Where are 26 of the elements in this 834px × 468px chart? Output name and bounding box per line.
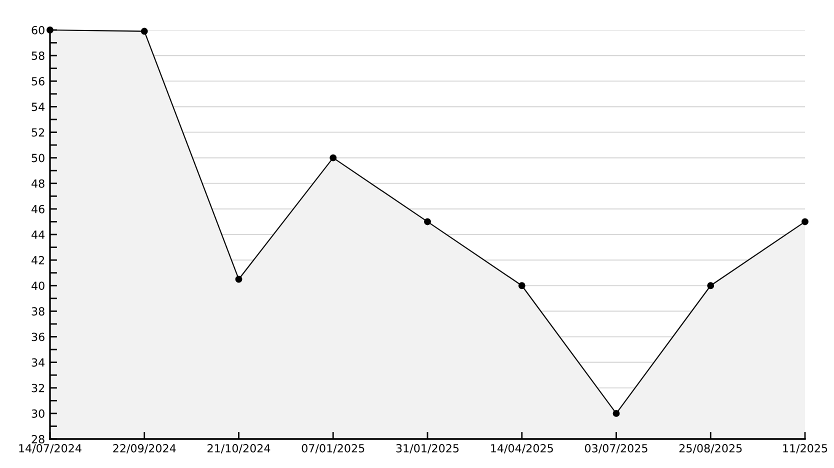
x-tick-label: 03/07/2025 — [584, 444, 648, 454]
y-tick-label: 46 — [32, 204, 44, 214]
x-tick-label: 11/2025 — [783, 444, 828, 454]
x-tick-label: 31/01/2025 — [396, 444, 459, 454]
x-tick-label: 14/04/2025 — [491, 444, 553, 454]
y-tick-label: 28 — [32, 434, 44, 444]
x-tick-label: 22/09/2024 — [113, 444, 176, 454]
x-tick-label: 25/08/2025 — [679, 444, 742, 454]
y-tick-label: 42 — [32, 256, 44, 264]
y-tick-label: 48 — [32, 179, 44, 188]
y-tick-label: 60 — [32, 26, 44, 34]
y-tick-label: 30 — [32, 409, 44, 418]
y-tick-label: 32 — [32, 384, 44, 392]
y-tick-label: 34 — [32, 358, 45, 367]
x-tick-label: 07/01/2025 — [302, 444, 364, 454]
y-tick-label: 44 — [32, 230, 45, 239]
y-tick-label: 58 — [32, 52, 44, 60]
y-tick-label: 38 — [32, 307, 44, 316]
y-tick-label: 50 — [32, 154, 44, 162]
y-tick-label: 52 — [32, 128, 44, 137]
x-tick-label: 21/10/2024 — [208, 444, 270, 454]
y-tick-label: 36 — [32, 332, 44, 342]
y-tick-label: 40 — [32, 282, 44, 290]
x-tick-label: 14/07/2024 — [19, 444, 82, 454]
y-tick-label: 54 — [32, 102, 45, 112]
y-tick-label: 56 — [32, 77, 44, 86]
